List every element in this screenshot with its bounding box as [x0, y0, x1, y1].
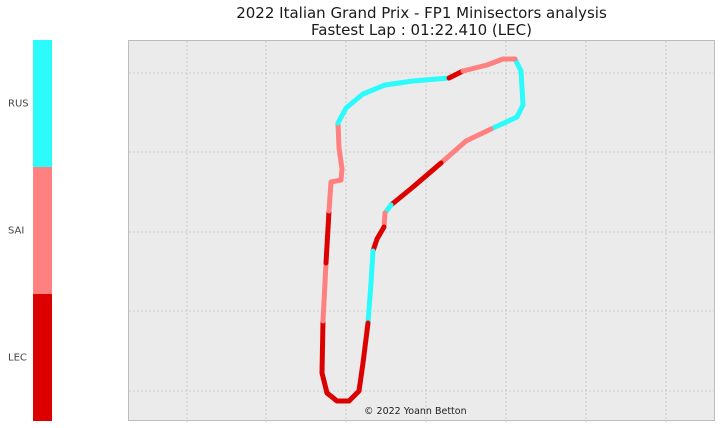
minisector-6-lec	[370, 224, 387, 254]
copyright-credit: © 2022 Yoann Betton	[364, 406, 467, 417]
minisector-10-lec	[319, 318, 330, 396]
colorbar-label-rus: RUS	[8, 98, 29, 109]
minisector-3-lec	[388, 160, 444, 208]
chart-title-line-1: 2022 Italian Grand Prix - FP1 Minisector…	[236, 4, 607, 22]
minisector-9-lec	[324, 390, 352, 404]
minisector-8-lec	[346, 320, 371, 404]
colorbar-label-sai: SAI	[8, 225, 25, 236]
colorbar-label-lec: LEC	[8, 352, 27, 363]
minisector-12-lec	[323, 208, 332, 266]
minisector-14-rus	[335, 75, 452, 126]
chart-title: 2022 Italian Grand Prix - FP1 Minisector…	[128, 5, 715, 39]
minisector-15-lec	[446, 68, 466, 81]
colorbar-segment-lec	[33, 294, 52, 421]
minisector-16-sai	[460, 56, 518, 74]
plot-area	[128, 40, 716, 422]
driver-colorbar: RUS SAI LEC	[0, 0, 110, 428]
colorbar-segment-rus	[33, 40, 52, 167]
minisector-11-sai	[320, 260, 329, 324]
minisector-13-sai	[326, 120, 345, 214]
colorbar-segment-sai	[33, 167, 52, 294]
track-map	[129, 41, 716, 422]
chart-title-line-2: Fastest Lap : 01:22.410 (LEC)	[311, 21, 532, 39]
minisector-7-rus	[365, 248, 376, 326]
minisector-1-rus	[488, 56, 526, 132]
